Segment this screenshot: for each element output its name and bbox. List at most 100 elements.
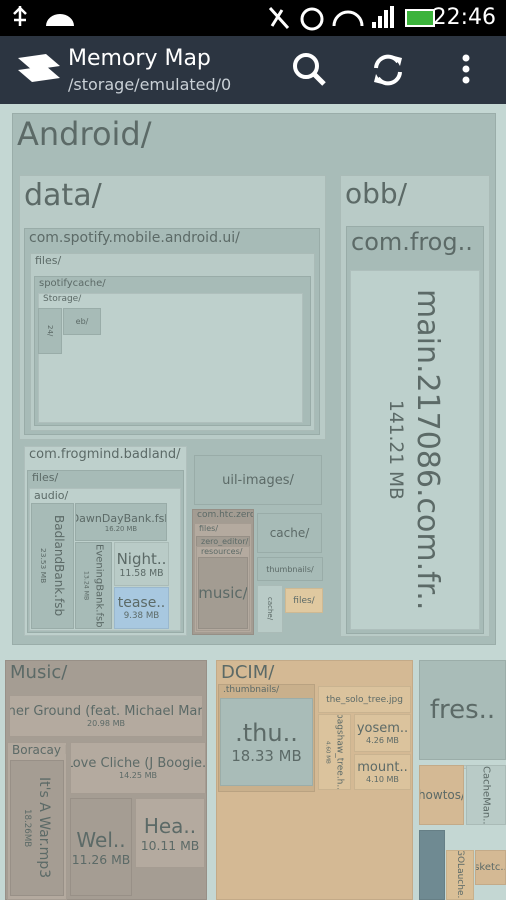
node-label: bagshaw_tree.h.. (334, 714, 345, 790)
node-label: com.htc.zeroedi.. (197, 510, 254, 520)
treemap-node[interactable]: yosem.. 4.26 MB (354, 714, 411, 752)
node-label-group: music/ (199, 558, 247, 628)
node-label-group: audio/ (34, 489, 68, 503)
folder-block[interactable] (419, 830, 445, 900)
node-label: DCIM/ (221, 662, 275, 683)
node-label: cache/ (266, 597, 274, 621)
node-label: spotifycache/ (39, 278, 106, 289)
treemap-node[interactable]: bagshaw_tree.h.. 4.60 MB (318, 714, 351, 790)
node-size: 4.10 MB (366, 775, 399, 784)
treemap-node[interactable]: howtos/ (419, 765, 464, 825)
node-label-group: cache/ (258, 586, 282, 632)
node-label-group: It's A War.mp3 18.26MB (11, 761, 63, 895)
treemap-node[interactable]: music/ (198, 557, 248, 629)
node-label: It's A War.mp3 (36, 777, 52, 879)
treemap-node[interactable]: the_solo_tree.jpg (318, 686, 411, 713)
status-right-icons (268, 6, 435, 31)
treemap-node[interactable]: It's A War.mp3 18.26MB (10, 760, 64, 896)
node-label-group: data/ (24, 176, 102, 215)
treemap-node[interactable]: cache/ (257, 585, 283, 633)
node-label-group: fres.. (420, 661, 505, 759)
node-label: com.frogmind.badland/ (29, 447, 181, 462)
node-label-group: the_solo_tree.jpg (319, 687, 410, 712)
node-label: CacheMan.. (480, 765, 492, 825)
treemap-node[interactable]: Love Cliche (J Boogie.. 14.25 MB (70, 742, 206, 794)
node-label: resources/ (201, 547, 243, 556)
treemap-node[interactable]: tease.. 9.38 MB (114, 587, 169, 629)
treemap-node[interactable]: cache/ (257, 513, 322, 553)
treemap-node[interactable]: DawnDayBank.fsb 16.20 MB (75, 503, 167, 541)
app-icon[interactable] (14, 50, 64, 90)
node-label: files/ (32, 471, 59, 484)
node-label: sketc.. (475, 862, 506, 873)
node-size: 11.26 MB (71, 851, 131, 867)
treemap-node[interactable]: .thu.. 18.33 MB (220, 698, 313, 786)
treemap: Android/data/com.spotify.mobile.android.… (0, 104, 506, 900)
treemap-node[interactable]: CacheMan.. (466, 765, 506, 825)
node-label: Music/ (10, 662, 68, 683)
node-label-group: bagshaw_tree.h.. 4.60 MB (319, 715, 350, 789)
node-size: 13.24 MB (82, 570, 90, 601)
node-size: 18.33 MB (231, 747, 302, 765)
node-label-group: .thu.. 18.33 MB (221, 699, 312, 785)
node-label: mount.. (357, 760, 408, 775)
node-label: yosem.. (356, 721, 409, 736)
node-size: 11.58 MB (119, 567, 164, 579)
treemap-node[interactable]: Wel.. 11.26 MB (70, 798, 132, 896)
node-size: 9.38 MB (123, 611, 160, 621)
treemap-node[interactable]: Night.. 11.58 MB (114, 542, 169, 586)
node-label: files/ (199, 524, 219, 533)
node-size: 14.25 MB (118, 771, 158, 780)
node-label-group: Night.. 11.58 MB (115, 543, 168, 585)
node-label: Hea.. (143, 813, 197, 838)
node-label: Wel.. (76, 827, 126, 852)
node-label: main.217086.com.fr.. (410, 289, 445, 611)
node-label: thumbnails/ (266, 564, 314, 574)
treemap-node[interactable]: eb/ (63, 308, 101, 335)
treemap-node[interactable]: thumbnails/ (257, 557, 323, 581)
node-label: obb/ (345, 177, 408, 210)
node-label: audio/ (34, 489, 69, 502)
treemap-node[interactable]: EveningBank.fsb 13.24 MB (75, 542, 112, 629)
node-label-group: DawnDayBank.fsb 16.20 MB (76, 504, 166, 540)
node-label-group: CacheMan.. (467, 766, 505, 824)
node-label-group: Boracay Pla.. (12, 743, 66, 759)
node-label-group: com.frog.. (351, 227, 473, 258)
node-size: 4.26 MB (366, 736, 399, 745)
node-label: com.spotify.mobile.android.ui/ (29, 230, 240, 246)
node-label: Android/ (17, 115, 152, 153)
overflow-menu[interactable] (456, 50, 476, 90)
node-label: files/ (35, 254, 62, 267)
node-label-group: com.frogmind.badland/ (29, 447, 181, 464)
treemap-node[interactable]: main.217086.com.fr.. 141.21 MB (350, 270, 480, 630)
node-label: fres.. (429, 695, 496, 725)
treemap-node[interactable]: mount.. 4.10 MB (354, 754, 411, 790)
node-label: files/ (293, 595, 315, 606)
node-label-group: Storage/ (43, 294, 81, 306)
node-label: 24/ (46, 325, 54, 337)
node-label: EveningBank.fsb (93, 543, 105, 628)
node-label: Storage/ (43, 294, 82, 304)
treemap-node[interactable]: Hea.. 10.11 MB (135, 798, 205, 868)
node-label-group: tease.. 9.38 MB (115, 588, 168, 628)
node-label: cache/ (269, 526, 310, 540)
node-label-group: Music/ (10, 661, 67, 684)
treemap-node[interactable]: Higher Ground (feat. Michael Marsh..20.9… (9, 695, 203, 737)
treemap-node[interactable]: BadlandBank.fsb 23.53 MB (31, 503, 74, 629)
node-label: music/ (198, 584, 248, 602)
search-button[interactable] (290, 50, 330, 90)
node-label-group: EveningBank.fsb 13.24 MB (76, 543, 111, 628)
node-label-group: yosem.. 4.26 MB (355, 715, 410, 751)
treemap-node[interactable]: uil-images/ (194, 455, 322, 505)
treemap-node[interactable]: files/ (285, 588, 323, 613)
node-label: data/ (24, 178, 102, 213)
node-label-group: com.spotify.mobile.android.ui/ (29, 229, 240, 247)
node-label: Night.. (116, 549, 167, 568)
node-size: 18.26MB (22, 808, 32, 848)
treemap-node[interactable]: sketc.. (475, 850, 506, 885)
node-label: Boracay Pla.. (12, 743, 66, 757)
treemap-node[interactable]: GOLauche.. (446, 850, 474, 900)
treemap-node[interactable]: fres.. (419, 660, 506, 760)
refresh-button[interactable] (368, 50, 408, 90)
treemap-node[interactable]: 24/ (38, 308, 62, 354)
